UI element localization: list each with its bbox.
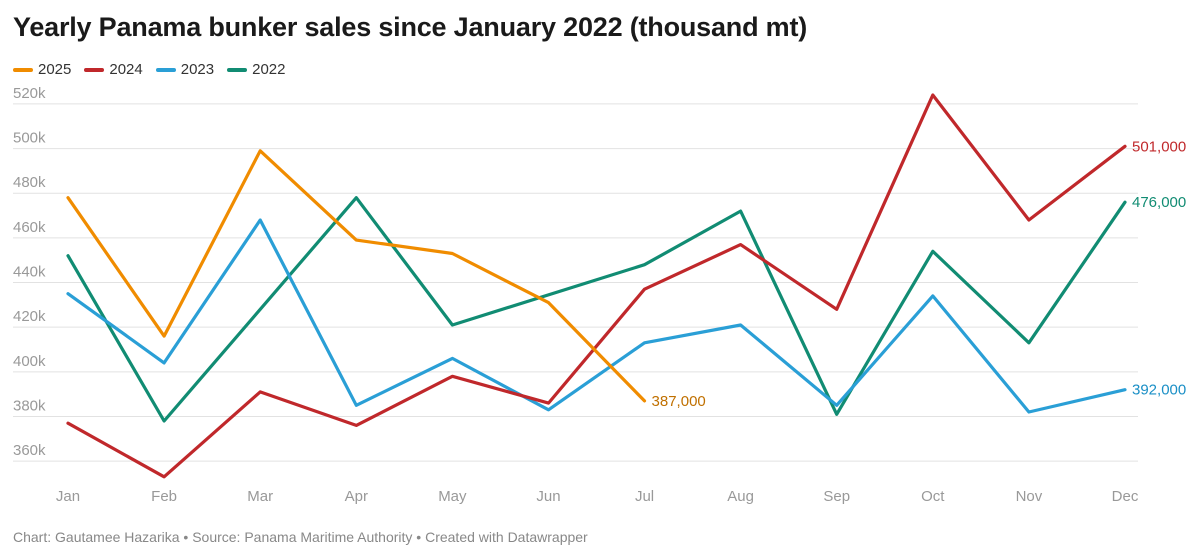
- y-tick-label: 420k: [13, 308, 46, 325]
- end-label-2025: 387,000: [652, 393, 706, 410]
- y-tick-label: 500k: [13, 130, 46, 147]
- y-tick-label: 460k: [13, 219, 46, 236]
- x-tick-label: Dec: [1112, 488, 1139, 505]
- y-tick-label: 360k: [13, 442, 46, 459]
- end-label-2023: 392,000: [1132, 382, 1186, 399]
- legend-swatch-2022: [227, 67, 248, 72]
- legend-swatch-2025: [13, 67, 33, 72]
- y-tick-label: 380k: [13, 397, 46, 414]
- legend-label-2022: 2022: [252, 61, 286, 78]
- chart-footer: Chart: Gautamee Hazarika • Source: Panam…: [13, 529, 588, 545]
- legend-label-2025: 2025: [38, 61, 72, 78]
- y-tick-label: 480k: [13, 174, 46, 191]
- legend-item-2023: 2023: [155, 61, 215, 78]
- x-tick-label: Sep: [823, 488, 850, 505]
- x-tick-label: Nov: [1016, 488, 1043, 505]
- x-tick-label: Aug: [727, 488, 754, 505]
- x-tick-label: May: [438, 488, 467, 505]
- legend-label-2023: 2023: [180, 61, 215, 78]
- series-line-2023: [66, 218, 1127, 414]
- y-tick-label: 520k: [13, 85, 46, 102]
- end-label-2022: 476,000: [1132, 194, 1186, 211]
- y-tick-label: 440k: [13, 264, 46, 281]
- legend-item-2025: 2025: [13, 61, 71, 78]
- legend-item-2024: 2024: [84, 61, 143, 78]
- legend-swatch-2023: [155, 67, 176, 72]
- end-label-2024: 501,000: [1132, 138, 1186, 155]
- x-tick-label: Apr: [345, 488, 368, 505]
- legend-item-2022: 2022: [227, 61, 286, 78]
- x-tick-label: Jul: [635, 488, 654, 505]
- series-line-2024: [66, 93, 1127, 479]
- x-tick-label: Jan: [56, 488, 80, 505]
- x-tick-label: Jun: [536, 488, 560, 505]
- chart-legend: 2025 2024 2023 2022: [13, 61, 299, 78]
- x-tick-label: Mar: [247, 488, 273, 505]
- series-line-2022: [66, 196, 1127, 423]
- legend-label-2024: 2024: [109, 61, 143, 78]
- x-tick-label: Oct: [921, 488, 945, 505]
- chart-title: Yearly Panama bunker sales since January…: [13, 12, 808, 42]
- x-tick-label: Feb: [151, 488, 177, 505]
- y-tick-label: 400k: [13, 353, 46, 370]
- series-line-2025: [66, 149, 647, 403]
- legend-swatch-2024: [84, 67, 105, 72]
